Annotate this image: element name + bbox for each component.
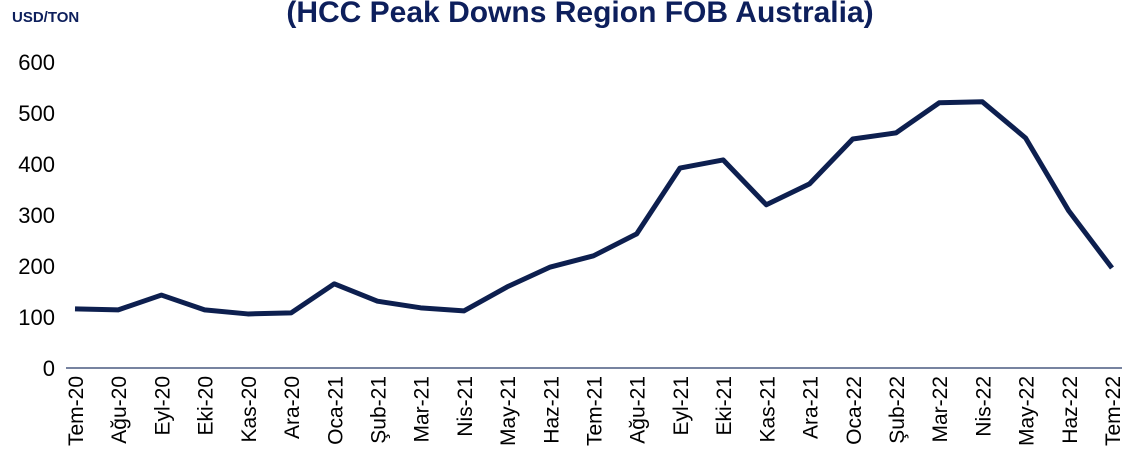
x-tick-label: Eyl-20	[151, 376, 174, 436]
x-tick-label: Nis-22	[972, 376, 995, 437]
x-tick-label: Ağu-20	[108, 376, 131, 444]
x-tick-label: Tem-22	[1102, 376, 1125, 446]
x-tick-label: Mar-21	[411, 376, 434, 443]
x-tick-label: Eki-21	[713, 376, 736, 436]
x-tick-label: Ara-21	[800, 376, 823, 439]
y-tick-label: 500	[18, 101, 55, 126]
line	[74, 99, 1114, 317]
y-tick-label: 200	[18, 254, 55, 279]
x-tick-label: Kas-20	[238, 376, 261, 443]
x-tick-label: May-21	[497, 376, 520, 446]
x-tick-label: Şub-21	[367, 376, 390, 444]
y-tick-label: 100	[18, 305, 55, 330]
x-tick-label: Tem-20	[65, 376, 88, 446]
y-tick-label: 600	[18, 50, 55, 75]
x-tick-label: Nis-21	[454, 376, 477, 437]
y-tick-label: 300	[18, 203, 55, 228]
y-axis-label: USD/TON	[12, 9, 79, 26]
chart-title: (HCC Peak Downs Region FOB Australia)	[286, 0, 873, 29]
x-tick-label: Mar-22	[929, 376, 952, 443]
x-tick-label: Haz-21	[540, 376, 563, 444]
x-tick-label: Eyl-21	[670, 376, 693, 436]
x-tick-label: Eki-20	[195, 376, 218, 436]
x-tick-label: Kas-21	[756, 376, 779, 443]
x-tick-label: Tem-21	[584, 376, 607, 446]
y-tick-label: 0	[43, 356, 55, 381]
y-tick-label: 400	[18, 152, 55, 177]
x-tick-label: Haz-22	[1059, 376, 1082, 444]
x-tick-label: Şub-22	[886, 376, 909, 444]
x-tick-label: May-22	[1016, 376, 1039, 446]
x-tick-label: Oca-22	[843, 376, 866, 445]
x-tick-label: Ağu-21	[627, 376, 650, 444]
x-tick-label: Ara-20	[281, 376, 304, 439]
x-tick-label: Oca-21	[324, 376, 347, 445]
